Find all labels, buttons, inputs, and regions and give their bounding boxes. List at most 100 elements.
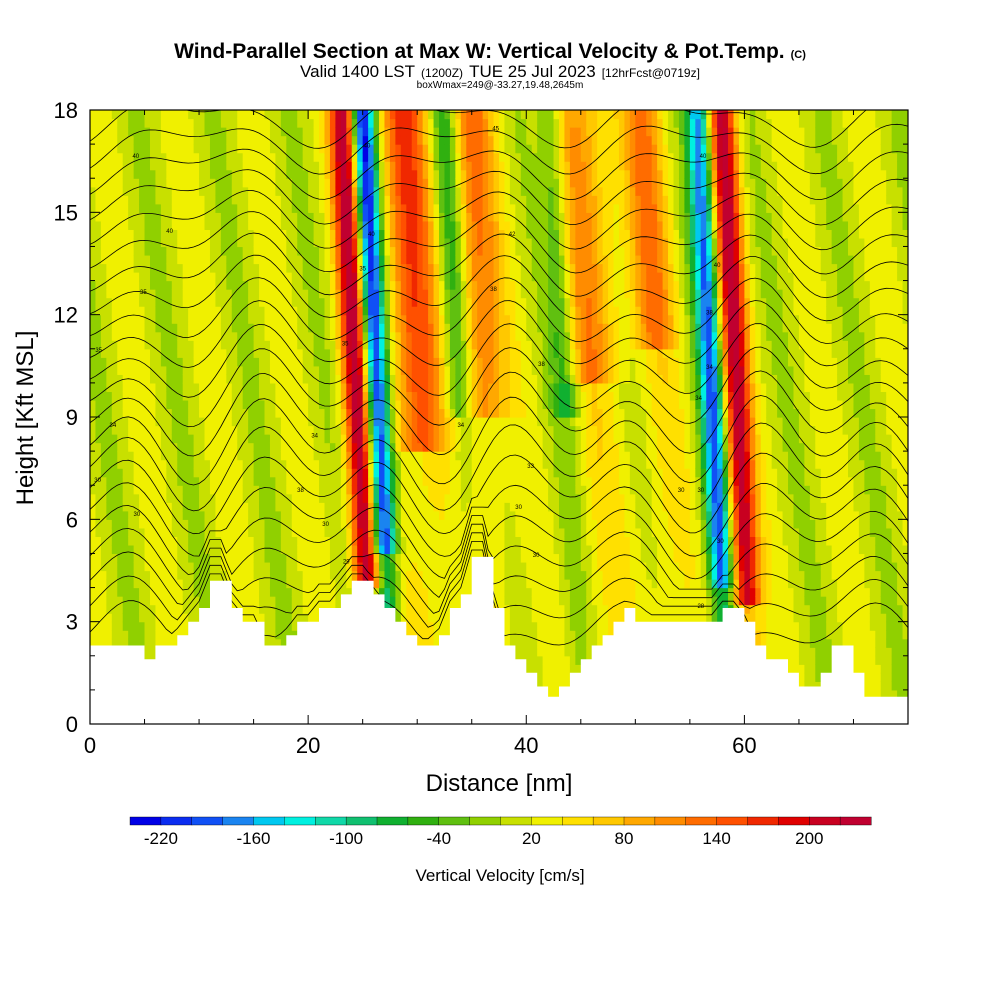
field-cell	[384, 451, 391, 461]
field-cell	[373, 186, 380, 196]
field-cell	[226, 502, 233, 512]
field-cell	[444, 510, 451, 520]
field-cell	[182, 468, 189, 478]
field-cell	[368, 544, 375, 555]
field-cell	[455, 579, 462, 589]
field-cell	[133, 434, 140, 444]
field-cell	[253, 272, 260, 282]
field-cell	[90, 280, 97, 290]
field-cell	[319, 203, 326, 213]
field-cell	[449, 272, 456, 282]
field-cell	[182, 297, 189, 307]
field-cell	[286, 229, 293, 239]
field-cell	[275, 280, 282, 290]
field-cell	[291, 510, 298, 520]
field-cell	[324, 596, 331, 606]
field-cell	[209, 348, 217, 358]
field-cell	[193, 365, 200, 375]
field-cell	[106, 621, 113, 631]
field-cell	[269, 382, 277, 393]
field-cell	[177, 374, 184, 384]
field-cell	[269, 596, 277, 606]
field-cell	[417, 638, 424, 648]
field-cell	[346, 323, 353, 333]
field-cell	[177, 135, 184, 145]
field-cell	[199, 254, 206, 265]
field-cell	[111, 289, 118, 299]
field-cell	[373, 272, 380, 282]
field-cell	[340, 519, 347, 529]
copyright-mark: (C)	[791, 49, 807, 61]
field-cell	[106, 237, 113, 248]
field-cell	[149, 331, 157, 341]
field-cell	[171, 621, 178, 631]
field-cell	[117, 169, 124, 179]
field-cell	[362, 570, 369, 580]
field-cell	[204, 382, 211, 393]
field-cell	[449, 340, 456, 350]
field-cell	[368, 417, 375, 427]
field-cell	[275, 570, 282, 580]
field-cell	[411, 468, 418, 478]
field-cell	[439, 246, 446, 256]
field-cell	[357, 152, 364, 162]
field-cell	[253, 280, 260, 290]
field-cell	[308, 587, 315, 597]
field-cell	[384, 587, 391, 597]
field-cell	[111, 510, 118, 520]
field-cell	[144, 220, 151, 230]
field-cell	[395, 272, 402, 282]
field-cell	[199, 306, 206, 316]
field-cell	[433, 289, 440, 299]
field-cell	[220, 519, 227, 529]
field-cell	[259, 408, 266, 418]
field-cell	[259, 502, 266, 512]
field-cell	[340, 536, 347, 546]
field-cell	[226, 220, 233, 230]
field-cell	[417, 254, 424, 265]
field-cell	[199, 374, 206, 384]
field-cell	[144, 647, 151, 657]
field-cell	[259, 118, 266, 128]
field-cell	[90, 331, 97, 341]
field-cell	[406, 493, 413, 503]
field-cell	[335, 493, 342, 503]
field-cell	[95, 561, 102, 572]
field-cell	[264, 118, 271, 128]
field-cell	[313, 485, 320, 495]
field-cell	[193, 323, 200, 333]
field-cell	[166, 596, 173, 606]
field-cell	[106, 348, 113, 358]
field-cell	[373, 408, 380, 418]
field-cell	[90, 144, 97, 154]
field-cell	[171, 630, 178, 640]
field-cell	[220, 254, 227, 265]
field-cell	[351, 254, 358, 265]
field-cell	[313, 391, 320, 401]
field-cell	[340, 391, 347, 401]
field-cell	[346, 186, 353, 196]
field-cell	[237, 135, 244, 145]
field-cell	[373, 254, 380, 265]
field-cell	[319, 348, 326, 358]
field-cell	[433, 527, 440, 537]
field-cell	[220, 434, 227, 444]
field-cell	[291, 289, 298, 299]
field-cell	[166, 621, 173, 631]
field-cell	[389, 348, 396, 358]
field-cell	[433, 553, 440, 563]
field-cell	[215, 399, 222, 410]
field-cell	[182, 408, 189, 418]
field-cell	[411, 297, 418, 307]
field-cell	[215, 195, 222, 205]
field-cell	[106, 536, 113, 546]
field-cell	[379, 374, 386, 384]
field-cell	[160, 297, 167, 307]
field-cell	[308, 399, 315, 410]
field-cell	[324, 178, 331, 188]
field-cell	[226, 178, 233, 188]
field-cell	[449, 263, 456, 273]
field-cell	[286, 502, 293, 512]
field-cell	[248, 161, 255, 171]
field-cell	[280, 382, 287, 393]
